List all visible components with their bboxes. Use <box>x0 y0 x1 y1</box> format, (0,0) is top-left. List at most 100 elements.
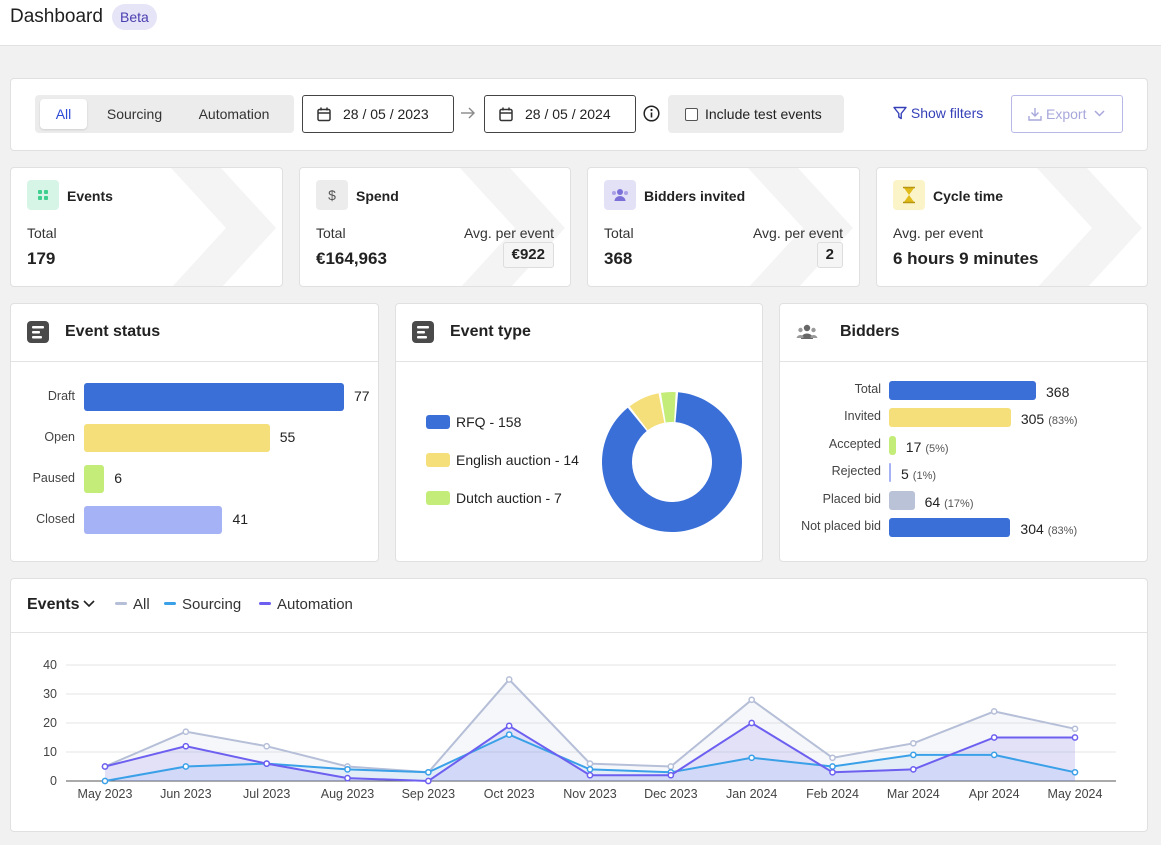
data-point-automation[interactable] <box>505 722 513 730</box>
bar-value: 6 <box>114 470 123 486</box>
bidder-bar-not-placed-bid[interactable] <box>889 518 1011 537</box>
data-point-automation[interactable] <box>586 771 594 779</box>
tab-sourcing[interactable]: Sourcing <box>106 106 163 122</box>
info-icon[interactable] <box>643 105 660 122</box>
status-bar-draft[interactable] <box>84 383 344 411</box>
data-point-all[interactable] <box>182 728 190 736</box>
download-icon <box>1028 108 1042 121</box>
top-bar: Dashboard Beta <box>0 0 1161 46</box>
bar-value-number: 368 <box>1046 384 1070 400</box>
data-point-sourcing[interactable] <box>586 766 594 773</box>
legend-item-english-auction: English auction - 14 <box>426 452 579 468</box>
data-point-automation[interactable] <box>182 742 190 750</box>
stat-key-avg: Avg. per event <box>752 225 843 241</box>
date-to-input[interactable]: 28 / 05 / 2024 <box>484 95 636 133</box>
data-point-all[interactable] <box>667 763 675 770</box>
report-icon <box>27 321 49 343</box>
data-point-sourcing[interactable] <box>101 777 109 785</box>
data-point-sourcing[interactable] <box>182 763 190 770</box>
y-tick-label: 20 <box>43 716 57 730</box>
include-test-events-checkbox[interactable] <box>685 108 698 121</box>
stat-card-spend: $ Spend Total €164,963 Avg. per event €9… <box>299 167 571 287</box>
chart-title: Events <box>27 596 80 613</box>
x-tick-label: Jan 2024 <box>726 787 777 801</box>
date-from-input[interactable]: 28 / 05 / 2023 <box>302 95 454 133</box>
report-icon <box>412 321 434 343</box>
data-point-all[interactable] <box>263 742 271 750</box>
data-point-sourcing[interactable] <box>344 766 351 773</box>
data-point-automation[interactable] <box>829 768 836 776</box>
x-tick-label: Aug 2023 <box>321 787 375 801</box>
bar-value: 41 <box>232 511 249 527</box>
data-point-automation[interactable] <box>909 766 917 773</box>
legend-label: All <box>133 596 150 613</box>
data-point-automation[interactable] <box>990 734 998 741</box>
bar-value-percent: (5%) <box>925 442 949 455</box>
bidder-bar-accepted[interactable] <box>889 435 896 455</box>
show-filters-button[interactable]: Show filters <box>893 105 983 121</box>
bidder-bar-placed-bid[interactable] <box>889 490 915 510</box>
bidder-bar-total[interactable] <box>889 381 1036 400</box>
data-point-automation[interactable] <box>263 760 271 767</box>
donut-slice-dutch-auction[interactable] <box>660 392 676 423</box>
legend-all[interactable]: All <box>115 596 150 613</box>
bar-label: Rejected <box>831 464 881 479</box>
data-point-sourcing[interactable] <box>909 751 917 759</box>
data-point-all[interactable] <box>1071 725 1079 733</box>
events-chart-card: Events All Sourcing Automation 0 10 20 30 40… <box>10 578 1148 832</box>
bar-label: Not placed bid <box>801 519 881 533</box>
data-point-all[interactable] <box>505 676 513 683</box>
stat-card-bidders-invited: Bidders invited Total 368 Avg. per event… <box>587 167 860 287</box>
panel-header: Event type <box>396 304 762 362</box>
data-point-sourcing[interactable] <box>1071 768 1079 776</box>
bar-value-percent: (1%) <box>912 470 937 483</box>
chevron-watermark-icon <box>171 168 276 286</box>
data-point-automation[interactable] <box>1071 734 1079 741</box>
bar-value: 368 <box>1046 384 1069 400</box>
data-point-sourcing[interactable] <box>505 731 513 738</box>
data-point-automation[interactable] <box>101 763 109 770</box>
status-bar-paused[interactable] <box>84 465 105 493</box>
bidder-bar-rejected[interactable] <box>889 463 891 483</box>
data-point-automation[interactable] <box>424 777 432 785</box>
bidder-bar-invited[interactable] <box>889 408 1011 428</box>
data-point-automation[interactable] <box>748 719 756 727</box>
data-point-automation[interactable] <box>344 774 351 782</box>
panel-header: Bidders <box>780 304 1147 362</box>
stat-value-avg: €922 <box>502 242 554 268</box>
grid-icon <box>27 180 59 210</box>
data-point-all[interactable] <box>748 696 756 704</box>
data-point-sourcing[interactable] <box>829 763 836 770</box>
legend-swatch <box>426 415 450 429</box>
donut-slice-english-auction[interactable] <box>629 393 665 431</box>
tab-automation[interactable]: Automation <box>198 106 270 122</box>
legend-item-rfq: RFQ - 158 <box>426 414 521 430</box>
data-point-sourcing[interactable] <box>424 768 432 776</box>
y-tick-label: 0 <box>50 774 57 788</box>
data-point-all[interactable] <box>829 754 836 762</box>
legend-automation[interactable]: Automation <box>259 596 353 613</box>
show-filters-label: Show filters <box>910 105 984 121</box>
status-bar-open[interactable] <box>84 424 270 452</box>
x-tick-label: Oct 2023 <box>484 787 535 801</box>
data-point-all[interactable] <box>990 708 998 715</box>
calendar-icon <box>317 107 331 122</box>
stat-title: Cycle time <box>933 188 1004 204</box>
x-tick-label: Nov 2023 <box>563 787 617 801</box>
x-tick-label: Jun 2023 <box>160 787 211 801</box>
stat-card-events: Events Total 179 <box>10 167 283 287</box>
data-point-automation[interactable] <box>667 771 675 779</box>
data-point-all[interactable] <box>586 760 594 767</box>
data-point-sourcing[interactable] <box>748 754 756 762</box>
data-point-sourcing[interactable] <box>990 751 998 759</box>
bar-label: Paused <box>32 471 75 485</box>
events-metric-dropdown[interactable]: Events <box>27 596 96 614</box>
donut-slice-rfq[interactable] <box>602 392 742 532</box>
date-from-value: 28 / 05 / 2023 <box>343 106 429 122</box>
export-button[interactable]: Export <box>1011 95 1123 133</box>
include-test-events-toggle[interactable]: Include test events <box>668 95 844 133</box>
tab-all[interactable]: All <box>40 99 87 129</box>
status-bar-closed[interactable] <box>84 506 223 534</box>
data-point-all[interactable] <box>909 739 917 747</box>
legend-sourcing[interactable]: Sourcing <box>164 596 241 613</box>
